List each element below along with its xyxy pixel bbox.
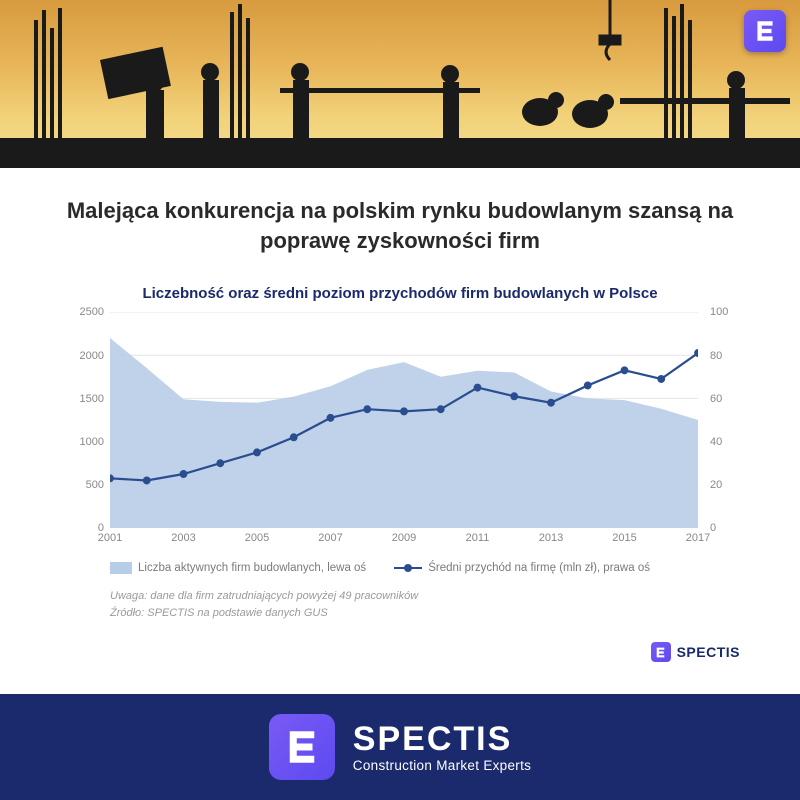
x-tick: 2013 xyxy=(539,532,563,544)
y-right-tick: 0 xyxy=(710,522,744,534)
legend-label-area: Liczba aktywnych firm budowlanych, lewa … xyxy=(138,562,366,574)
y-right-tick: 80 xyxy=(710,350,744,362)
footer-text: SPECTIS Construction Market Experts xyxy=(353,722,531,773)
y-left-tick: 1500 xyxy=(62,393,104,405)
footnote-line2: Źródło: SPECTIS na podstawie danych GUS xyxy=(110,605,738,622)
chart-container: Liczebność oraz średni poziom przychodów… xyxy=(54,285,746,621)
y-right-tick: 60 xyxy=(710,393,744,405)
y-left-tick: 2500 xyxy=(62,306,104,318)
x-tick: 2011 xyxy=(466,532,490,544)
footer-brand-name: SPECTIS xyxy=(353,722,531,756)
y-right-tick: 100 xyxy=(710,306,744,318)
y-axis-right: 020406080100 xyxy=(704,312,744,528)
x-tick: 2017 xyxy=(686,532,710,544)
chart-area: 05001000150020002500 020406080100 200120… xyxy=(62,312,738,552)
x-tick: 2007 xyxy=(318,532,342,544)
x-tick: 2015 xyxy=(612,532,636,544)
footnote-line1: Uwaga: dane dla firm zatrudniających pow… xyxy=(110,588,738,605)
x-tick: 2005 xyxy=(245,532,269,544)
footer-tagline: Construction Market Experts xyxy=(353,758,531,773)
y-left-tick: 500 xyxy=(62,479,104,491)
y-axis-left: 05001000150020002500 xyxy=(62,312,110,528)
spectis-watermark: SPECTIS xyxy=(651,642,740,662)
legend-item-line: Średni przychód na firmę (mln zł), prawa… xyxy=(394,562,650,574)
page-title: Malejąca konkurencja na polskim rynku bu… xyxy=(0,168,800,267)
spectis-logo-icon xyxy=(269,714,335,780)
x-tick: 2009 xyxy=(392,532,416,544)
spectis-logo-icon xyxy=(651,642,671,662)
chart-footnote: Uwaga: dane dla firm zatrudniających pow… xyxy=(110,588,738,621)
legend-swatch-area xyxy=(110,562,132,574)
y-left-tick: 1000 xyxy=(62,436,104,448)
y-right-tick: 40 xyxy=(710,436,744,448)
y-right-tick: 20 xyxy=(710,479,744,491)
hero-banner xyxy=(0,0,800,168)
x-axis: 200120032005200720092011201320152017 xyxy=(110,528,698,552)
footer-bar: SPECTIS Construction Market Experts xyxy=(0,694,800,800)
chart-title: Liczebność oraz średni poziom przychodów… xyxy=(54,285,746,302)
x-tick: 2003 xyxy=(171,532,195,544)
chart-plot xyxy=(110,312,698,528)
spectis-logo-icon xyxy=(744,10,786,52)
x-tick: 2001 xyxy=(98,532,122,544)
y-left-tick: 2000 xyxy=(62,350,104,362)
legend-item-area: Liczba aktywnych firm budowlanych, lewa … xyxy=(110,562,366,574)
chart-legend: Liczba aktywnych firm budowlanych, lewa … xyxy=(62,562,738,574)
legend-swatch-line xyxy=(394,562,422,574)
legend-label-line: Średni przychód na firmę (mln zł), prawa… xyxy=(428,562,650,574)
hero-silhouette xyxy=(0,0,800,168)
spectis-watermark-text: SPECTIS xyxy=(677,644,740,660)
